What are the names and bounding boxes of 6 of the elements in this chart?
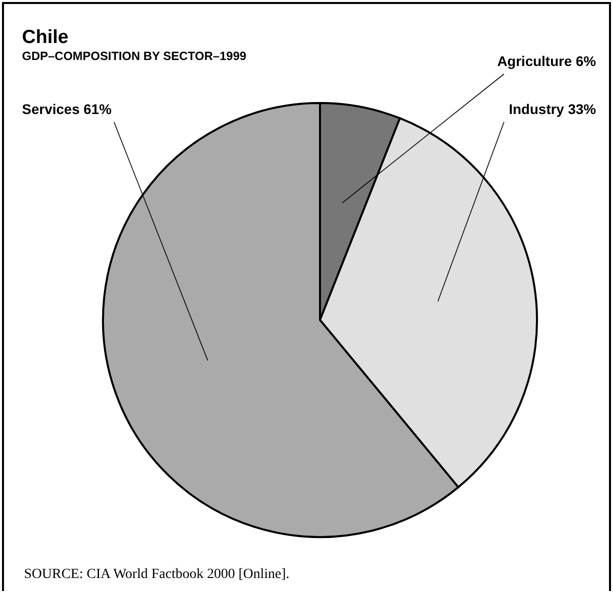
- slice-label: Industry 33%: [508, 101, 597, 117]
- slice-label: Agriculture 6%: [497, 53, 597, 69]
- slice-label: Services 61%: [22, 101, 112, 117]
- chart-title: Chile: [22, 27, 68, 48]
- chart-subtitle: GDP–COMPOSITION BY SECTOR–1999: [22, 49, 247, 63]
- source-note: SOURCE: CIA World Factbook 2000 [Online].: [24, 567, 290, 582]
